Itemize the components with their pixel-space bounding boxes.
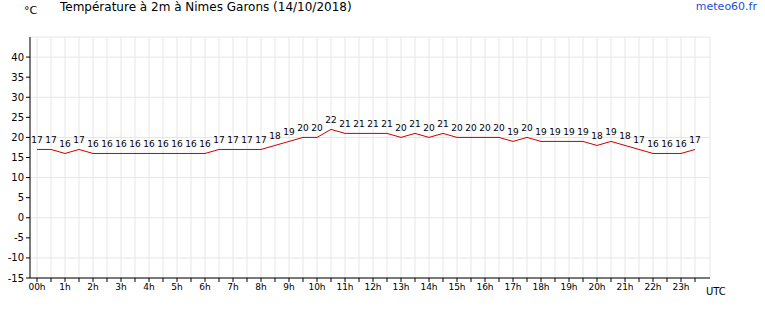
svg-text:20: 20 — [465, 123, 477, 133]
svg-text:5h: 5h — [171, 282, 182, 292]
svg-text:40: 40 — [11, 52, 24, 63]
svg-text:30: 30 — [11, 92, 24, 103]
svg-text:21: 21 — [339, 119, 350, 129]
svg-text:19: 19 — [535, 127, 547, 137]
svg-text:16: 16 — [157, 139, 169, 149]
svg-text:20: 20 — [521, 123, 533, 133]
svg-text:16: 16 — [675, 139, 687, 149]
svg-text:11h: 11h — [336, 282, 353, 292]
svg-text:19: 19 — [283, 127, 295, 137]
svg-text:18: 18 — [269, 131, 281, 141]
svg-text:-15: -15 — [8, 273, 24, 284]
svg-text:16: 16 — [647, 139, 659, 149]
svg-text:16: 16 — [185, 139, 197, 149]
svg-text:2h: 2h — [87, 282, 98, 292]
svg-text:16: 16 — [199, 139, 211, 149]
svg-text:3h: 3h — [115, 282, 126, 292]
svg-text:16: 16 — [143, 139, 155, 149]
svg-text:21: 21 — [437, 119, 448, 129]
svg-text:20: 20 — [479, 123, 491, 133]
svg-text:19h: 19h — [560, 282, 577, 292]
svg-text:19: 19 — [507, 127, 519, 137]
svg-text:23h: 23h — [672, 282, 689, 292]
html-text:UTC: UTC — [706, 286, 726, 297]
svg-text:16: 16 — [115, 139, 127, 149]
svg-text:17: 17 — [241, 135, 252, 145]
html-text:°C: °C — [24, 4, 38, 17]
svg-text:20: 20 — [451, 123, 463, 133]
svg-text:10h: 10h — [308, 282, 325, 292]
svg-text:00h: 00h — [28, 282, 45, 292]
svg-text:17: 17 — [689, 135, 700, 145]
svg-text:17: 17 — [73, 135, 84, 145]
svg-text:17: 17 — [633, 135, 644, 145]
svg-text:21: 21 — [367, 119, 378, 129]
svg-text:0: 0 — [18, 212, 24, 223]
svg-text:10: 10 — [11, 172, 24, 183]
svg-text:16: 16 — [129, 139, 141, 149]
svg-text:6h: 6h — [199, 282, 210, 292]
svg-text:20h: 20h — [588, 282, 605, 292]
svg-text:16: 16 — [59, 139, 71, 149]
svg-text:17: 17 — [45, 135, 56, 145]
svg-text:-10: -10 — [8, 252, 24, 263]
html-text:Température à 2m à Nimes Garon: Température à 2m à Nimes Garons (14/10/2… — [60, 0, 352, 14]
svg-text:16: 16 — [87, 139, 99, 149]
svg-text:17h: 17h — [504, 282, 521, 292]
svg-text:20: 20 — [493, 123, 505, 133]
svg-text:1h: 1h — [59, 282, 70, 292]
svg-text:19: 19 — [605, 127, 617, 137]
svg-text:20: 20 — [395, 123, 407, 133]
svg-text:19: 19 — [549, 127, 561, 137]
svg-text:5: 5 — [18, 192, 24, 203]
svg-text:21: 21 — [381, 119, 392, 129]
svg-text:18h: 18h — [532, 282, 549, 292]
svg-text:35: 35 — [11, 72, 24, 83]
svg-text:16: 16 — [661, 139, 673, 149]
svg-text:-5: -5 — [14, 232, 24, 243]
svg-text:21h: 21h — [616, 282, 633, 292]
svg-text:17: 17 — [227, 135, 238, 145]
svg-text:16h: 16h — [476, 282, 493, 292]
svg-text:20: 20 — [297, 123, 309, 133]
svg-text:15h: 15h — [448, 282, 465, 292]
svg-text:22h: 22h — [644, 282, 661, 292]
svg-text:17: 17 — [255, 135, 266, 145]
svg-text:4h: 4h — [143, 282, 154, 292]
svg-text:21: 21 — [353, 119, 364, 129]
svg-text:19: 19 — [577, 127, 589, 137]
svg-text:18: 18 — [619, 131, 631, 141]
svg-text:20: 20 — [311, 123, 323, 133]
svg-text:17: 17 — [31, 135, 42, 145]
svg-text:20: 20 — [423, 123, 435, 133]
svg-text:12h: 12h — [364, 282, 381, 292]
svg-text:16: 16 — [171, 139, 183, 149]
svg-text:8h: 8h — [255, 282, 266, 292]
svg-text:7h: 7h — [227, 282, 238, 292]
svg-text:19: 19 — [563, 127, 575, 137]
svg-text:21: 21 — [409, 119, 420, 129]
svg-text:15: 15 — [11, 152, 24, 163]
svg-text:14h: 14h — [420, 282, 437, 292]
svg-text:16: 16 — [101, 139, 113, 149]
svg-text:13h: 13h — [392, 282, 409, 292]
svg-text:9h: 9h — [283, 282, 294, 292]
svg-text:17: 17 — [213, 135, 224, 145]
svg-text:22: 22 — [325, 115, 336, 125]
svg-text:20: 20 — [11, 132, 24, 143]
html-text:meteo60.fr: meteo60.fr — [695, 0, 757, 13]
svg-text:25: 25 — [11, 112, 24, 123]
svg-text:18: 18 — [591, 131, 603, 141]
